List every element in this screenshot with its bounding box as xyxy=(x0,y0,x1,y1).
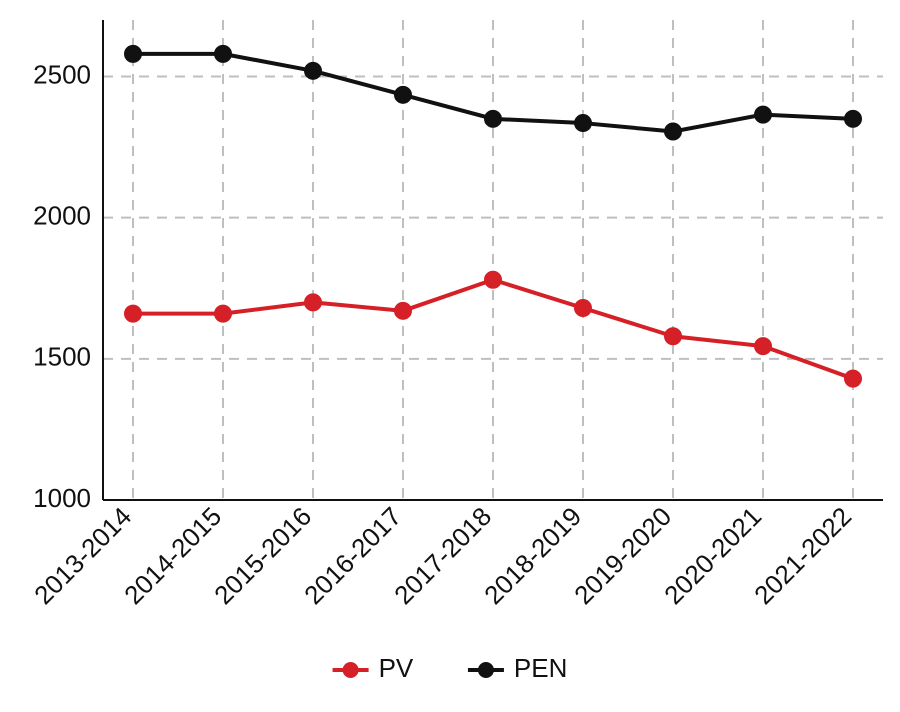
x-tick-label: 2018-2019 xyxy=(478,501,587,610)
y-tick-label: 2500 xyxy=(33,59,91,89)
legend-marker-pv xyxy=(343,662,359,678)
x-tick: 2018-2019 xyxy=(478,501,587,610)
y-tick-label: 1000 xyxy=(33,483,91,513)
x-tick-label: 2013-2014 xyxy=(28,501,137,610)
series-marker-pen xyxy=(125,46,141,62)
series-marker-pv xyxy=(755,338,771,354)
series-marker-pv xyxy=(215,306,231,322)
x-tick-label: 2015-2016 xyxy=(208,501,317,610)
x-tick: 2017-2018 xyxy=(388,501,497,610)
series-marker-pv xyxy=(305,294,321,310)
series-marker-pen xyxy=(215,46,231,62)
series-marker-pen xyxy=(305,63,321,79)
series-marker-pen xyxy=(575,115,591,131)
x-tick-label: 2014-2015 xyxy=(118,501,227,610)
x-tick: 2019-2020 xyxy=(568,501,677,610)
series-marker-pv xyxy=(665,328,681,344)
series-marker-pv xyxy=(125,306,141,322)
x-tick: 2020-2021 xyxy=(658,501,767,610)
x-tick: 2013-2014 xyxy=(28,501,137,610)
x-tick-label: 2021-2022 xyxy=(748,501,857,610)
legend-label-pen: PEN xyxy=(514,653,567,683)
series-marker-pen xyxy=(485,111,501,127)
y-tick-label: 1500 xyxy=(33,342,91,372)
chart-svg: 1000 1500 2000 2500 2013-20142014-20152015-2… xyxy=(0,0,900,712)
series-marker-pv xyxy=(485,272,501,288)
series-marker-pen xyxy=(845,111,861,127)
x-tick-label: 2016-2017 xyxy=(298,501,407,610)
x-tick-label: 2020-2021 xyxy=(658,501,767,610)
line-chart: 1000 1500 2000 2500 2013-20142014-20152015-2… xyxy=(0,0,900,712)
x-tick-label: 2019-2020 xyxy=(568,501,677,610)
x-tick-label: 2017-2018 xyxy=(388,501,497,610)
x-tick: 2016-2017 xyxy=(298,501,407,610)
series-marker-pen xyxy=(755,107,771,123)
y-tick-label: 2000 xyxy=(33,201,91,231)
series-marker-pen xyxy=(395,87,411,103)
x-tick: 2021-2022 xyxy=(748,501,857,610)
series-marker-pv xyxy=(395,303,411,319)
series-marker-pen xyxy=(665,124,681,140)
series-marker-pv xyxy=(845,371,861,387)
x-tick: 2014-2015 xyxy=(118,501,227,610)
x-tick: 2015-2016 xyxy=(208,501,317,610)
legend-label-pv: PV xyxy=(379,653,414,683)
legend-marker-pen xyxy=(478,662,494,678)
series-marker-pv xyxy=(575,300,591,316)
